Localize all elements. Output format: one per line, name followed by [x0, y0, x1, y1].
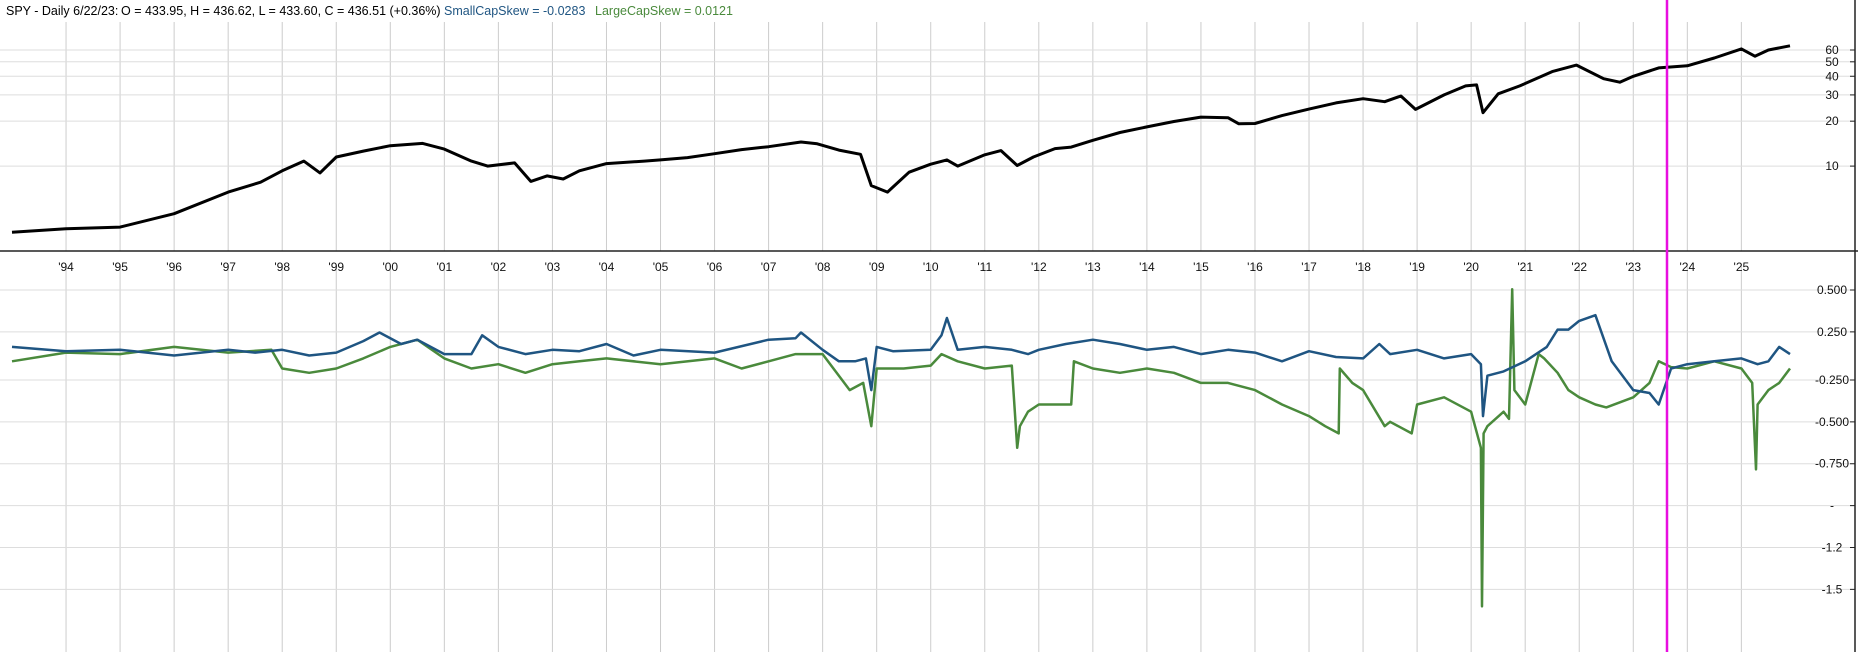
- x-tick-label: '99: [328, 260, 344, 274]
- large-cap-skew-label: LargeCapSkew = 0.0121: [595, 4, 733, 18]
- series-layer: [11, 44, 1791, 608]
- x-tick-label: '94: [58, 260, 74, 274]
- x-tick-label: '17: [1301, 260, 1317, 274]
- y-tick-label-price: 40: [1825, 69, 1839, 83]
- y-tick-label-skew: -0.500: [1815, 415, 1849, 429]
- y-tick-label-skew: -1.5: [1822, 582, 1843, 596]
- x-tick-label: '15: [1193, 260, 1209, 274]
- x-tick-label: '18: [1355, 260, 1371, 274]
- y-tick-label-skew: -0.750: [1815, 457, 1849, 471]
- x-tick-label: '13: [1085, 260, 1101, 274]
- x-tick-label: '97: [220, 260, 236, 274]
- x-tick-label: '95: [112, 260, 128, 274]
- y-tick-label-skew: -: [1830, 499, 1834, 513]
- small-cap-skew-label: SmallCapSkew = -0.0283: [444, 4, 585, 18]
- small-cap-skew-line: [11, 313, 1791, 418]
- y-tick-label-price: 60: [1825, 43, 1839, 57]
- axis-labels: '94 '95 '96 '97 '98 '99 '00 '01 '02 '03 '04 '05 '06 '…: [58, 43, 1855, 596]
- x-tick-label: '23: [1625, 260, 1641, 274]
- x-tick-label: '07: [761, 260, 777, 274]
- y-tick-label-skew: -1.2: [1822, 540, 1843, 554]
- x-tick-label: '02: [491, 260, 507, 274]
- large-cap-skew-line: [11, 287, 1791, 608]
- x-tick-label: '09: [869, 260, 885, 274]
- y-tick-label-skew: 0.250: [1817, 325, 1847, 339]
- x-tick-label: '22: [1571, 260, 1587, 274]
- y-tick-label-skew: 0.500: [1817, 283, 1847, 297]
- grid-layer: [0, 22, 1855, 652]
- x-tick-label: '24: [1679, 260, 1695, 274]
- x-tick-label: '05: [653, 260, 669, 274]
- x-tick-label: '12: [1031, 260, 1047, 274]
- x-tick-label: '08: [815, 260, 831, 274]
- x-tick-label: '10: [923, 260, 939, 274]
- x-tick-label: '21: [1517, 260, 1533, 274]
- y-tick-label-price: 20: [1825, 114, 1839, 128]
- x-tick-label: '16: [1247, 260, 1263, 274]
- x-tick-label: '25: [1734, 260, 1750, 274]
- x-tick-label: '01: [437, 260, 453, 274]
- x-tick-label: '14: [1139, 260, 1155, 274]
- x-tick-label: '00: [382, 260, 398, 274]
- spy-price-line: [11, 44, 1791, 234]
- y-tick-label-price: 30: [1825, 88, 1839, 102]
- chart-title: SPY - Daily 6/22/23:: [6, 4, 118, 18]
- x-tick-label: '96: [166, 260, 182, 274]
- y-tick-label-price: 50: [1825, 55, 1839, 69]
- y-tick-label-price: 10: [1825, 159, 1839, 173]
- y-tick-label-skew: -0.250: [1815, 373, 1849, 387]
- x-tick-label: '11: [977, 260, 992, 274]
- x-tick-label: '06: [707, 260, 723, 274]
- x-tick-label: '20: [1463, 260, 1479, 274]
- ohlc-readout: O = 433.95, H = 436.62, L = 433.60, C = …: [121, 4, 441, 18]
- x-tick-label: '04: [599, 260, 615, 274]
- x-tick-label: '98: [274, 260, 290, 274]
- x-tick-label: '19: [1409, 260, 1425, 274]
- x-tick-label: '03: [545, 260, 561, 274]
